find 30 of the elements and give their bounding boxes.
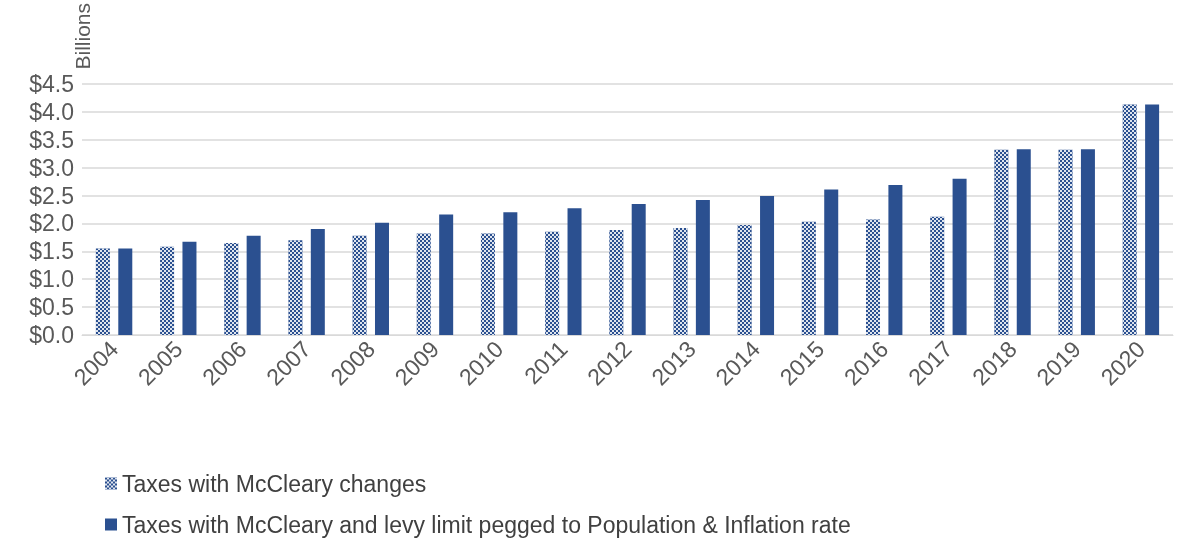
y-tick-label: $3.0 (29, 154, 74, 181)
y-tick-label: $4.5 (29, 70, 74, 97)
y-axis-title: Billions (70, 3, 94, 70)
y-tick-label: $3.5 (29, 126, 74, 153)
y-tick-label: $2.5 (29, 182, 74, 209)
bar (760, 196, 775, 335)
bar (1145, 104, 1160, 335)
y-tick-label: $1.0 (29, 266, 74, 293)
bar (503, 212, 518, 335)
bar (952, 178, 967, 335)
bar (824, 189, 839, 335)
bar (182, 241, 197, 335)
y-tick-label: $0.0 (29, 322, 74, 348)
bar (567, 208, 582, 335)
y-tick-label: $1.5 (29, 238, 74, 265)
bar (374, 222, 389, 335)
bar (1080, 149, 1095, 335)
y-tick-label: $4.0 (29, 98, 74, 125)
legend-label: Taxes with McCleary changes (122, 470, 427, 497)
bar (310, 228, 325, 335)
y-tick-label: $0.5 (29, 294, 74, 321)
bar (631, 203, 646, 335)
bar (118, 248, 133, 335)
bar (1016, 149, 1031, 335)
bar (888, 184, 903, 335)
y-tick-label: $2.0 (29, 210, 74, 237)
legend-label: Taxes with McCleary and levy limit pegged to Population & Inflation rate (122, 511, 851, 538)
bar (246, 235, 261, 335)
bar (439, 214, 454, 335)
bar (695, 199, 710, 335)
